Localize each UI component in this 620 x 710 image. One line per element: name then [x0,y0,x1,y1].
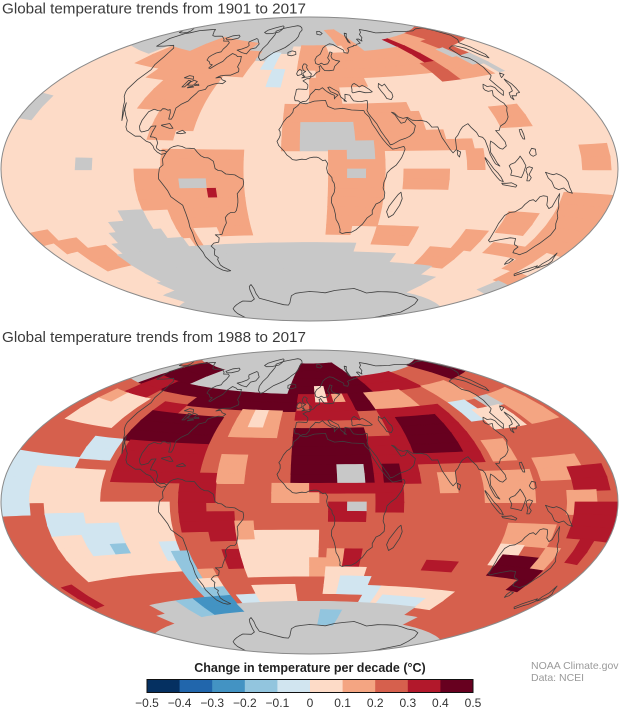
svg-text:Global temperature trends from: Global temperature trends from 1988 to 2… [2,329,306,346]
svg-text:Data: NCEI: Data: NCEI [531,672,584,684]
svg-text:0: 0 [307,696,314,710]
svg-text:Global temperature trends from: Global temperature trends from 1901 to 2… [2,1,306,18]
svg-text:0.3: 0.3 [399,696,416,710]
svg-text:−0.2: −0.2 [233,696,257,710]
svg-text:−0.3: −0.3 [200,696,224,710]
svg-text:0.1: 0.1 [334,696,351,710]
svg-text:0.2: 0.2 [367,696,384,710]
svg-text:0.5: 0.5 [465,696,482,710]
svg-text:Change in temperature per deca: Change in temperature per decade (°C) [194,661,425,675]
svg-text:−0.1: −0.1 [266,696,290,710]
svg-text:−0.5: −0.5 [135,696,159,710]
svg-text:−0.4: −0.4 [168,696,192,710]
svg-text:NOAA Climate.gov: NOAA Climate.gov [531,660,619,672]
svg-text:0.4: 0.4 [432,696,449,710]
